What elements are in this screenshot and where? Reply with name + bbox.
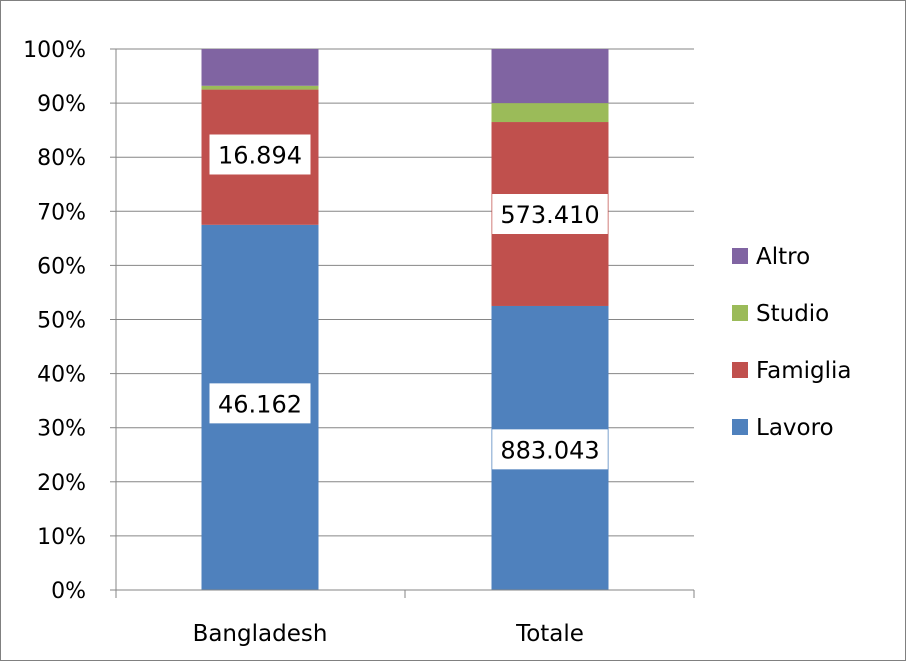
y-tick-label: 60% bbox=[37, 254, 86, 279]
data-label-box bbox=[209, 383, 311, 424]
legend-swatch-lavoro bbox=[732, 419, 748, 435]
bar-segment-altro-bangladesh bbox=[201, 49, 319, 86]
y-tick-label: 20% bbox=[37, 471, 86, 496]
bar-segment-studio-totale bbox=[491, 103, 609, 123]
data-label: 573.410 bbox=[500, 201, 599, 229]
bar-segment-studio-bangladesh bbox=[201, 85, 319, 90]
x-tick-label: Bangladesh bbox=[193, 621, 328, 647]
y-tick-label: 0% bbox=[51, 579, 86, 604]
data-label: 46.162 bbox=[218, 390, 302, 418]
data-label-box bbox=[209, 134, 311, 175]
legend-label-famiglia: Famiglia bbox=[756, 358, 851, 384]
axis-layer: 0% 10% 20% 30% 40% 50% 60% 70% 80% 90% 100% Banglad… bbox=[23, 38, 695, 647]
data-label-box bbox=[492, 194, 608, 235]
data-label-box bbox=[492, 429, 608, 470]
data-label: 16.894 bbox=[218, 141, 302, 169]
y-tick-label: 10% bbox=[37, 525, 86, 550]
y-tick-label: 100% bbox=[23, 38, 86, 63]
legend-swatch-famiglia bbox=[732, 362, 748, 378]
legend-label-altro: Altro bbox=[756, 244, 810, 270]
data-label: 883.043 bbox=[500, 436, 599, 464]
bar-segment-altro-totale bbox=[491, 49, 609, 104]
y-tick-label: 40% bbox=[37, 363, 86, 388]
y-tick-label: 80% bbox=[37, 146, 86, 171]
x-tick-label: Totale bbox=[515, 621, 584, 647]
legend-swatch-studio bbox=[732, 305, 748, 321]
y-tick-label: 50% bbox=[37, 309, 86, 334]
y-tick-label: 30% bbox=[37, 417, 86, 442]
legend-swatch-altro bbox=[732, 248, 748, 264]
y-tick-label: 90% bbox=[37, 92, 86, 117]
legend-label-studio: Studio bbox=[756, 301, 829, 327]
legend: Altro Studio Famiglia Lavoro bbox=[732, 244, 851, 441]
data-labels-layer: 16.894 46.162 573.410 883.043 bbox=[209, 134, 608, 470]
legend-label-lavoro: Lavoro bbox=[756, 415, 834, 441]
y-tick-label: 70% bbox=[37, 200, 86, 225]
